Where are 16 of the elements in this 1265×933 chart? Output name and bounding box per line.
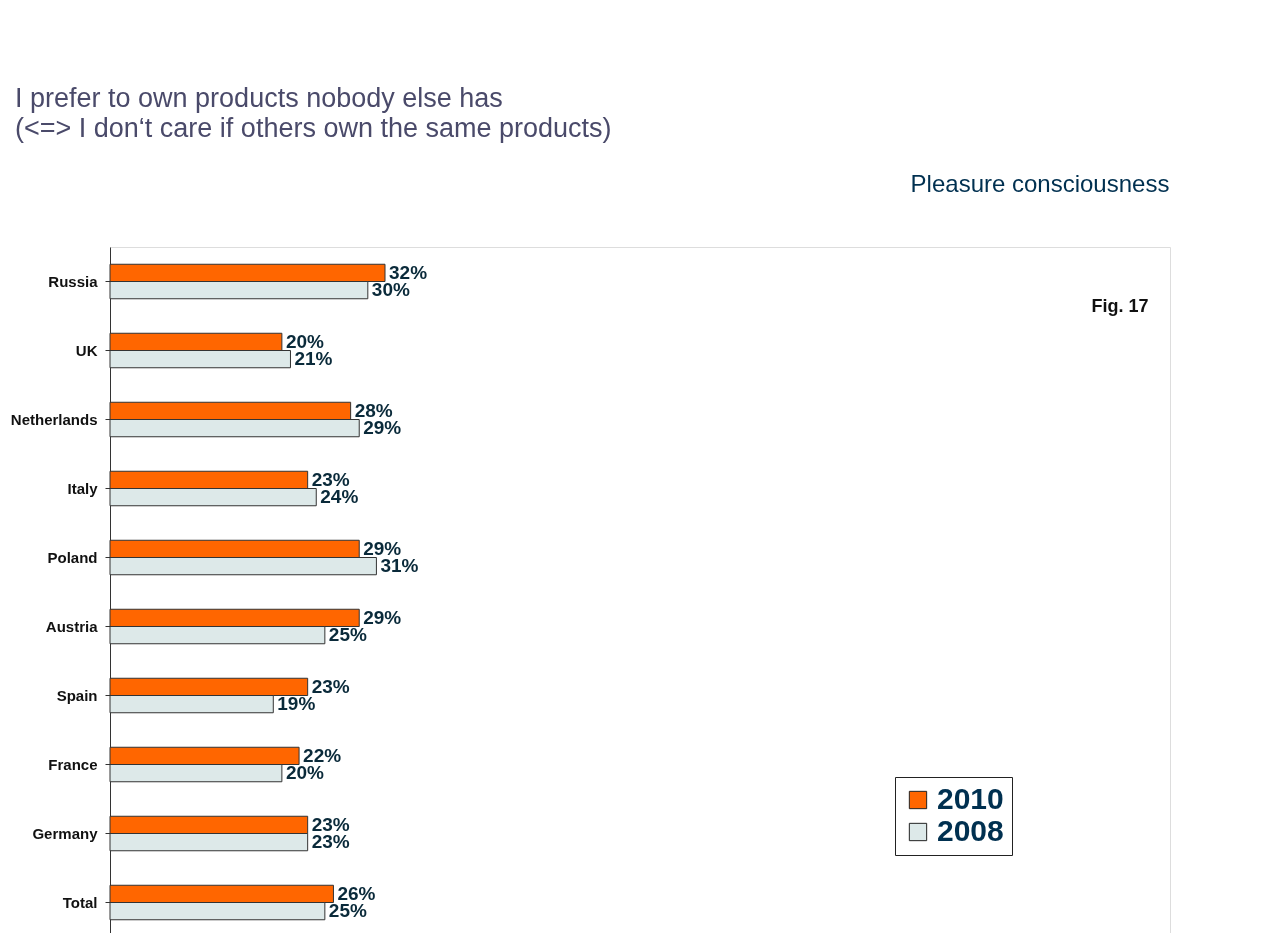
y-tick-label: Russia — [48, 272, 99, 290]
legend-label: 2010 — [937, 782, 1004, 815]
y-tick-label: Italy — [67, 479, 99, 497]
chart-subtitle: (<=> I don‘t care if others own the same products) — [15, 113, 612, 143]
y-tick-label: Germany — [32, 824, 99, 842]
chart-title: I prefer to own products nobody else has — [15, 83, 503, 113]
y-tick-label: Spain — [56, 686, 98, 704]
text: Pleasure consciousness — [910, 170, 1170, 197]
y-tick-label: Total — [62, 893, 98, 911]
caption: Fig. 17 — [1091, 296, 1149, 316]
y-tick-label: Poland — [47, 548, 98, 566]
y-tick-label: Austria — [45, 617, 99, 635]
y-tick-label: UK — [75, 341, 98, 359]
y-tick-label: Netherlands — [10, 410, 98, 428]
legend-label: 2008 — [937, 814, 1004, 847]
y-tick-label: France — [48, 755, 98, 773]
